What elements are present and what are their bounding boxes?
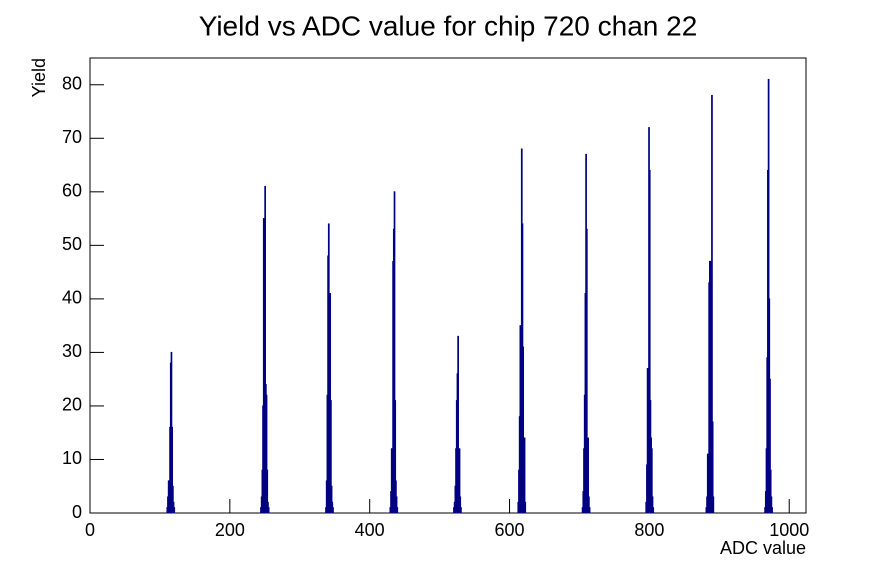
histogram-bar xyxy=(332,507,334,514)
y-tick-label: 30 xyxy=(62,341,82,361)
x-tick-label: 600 xyxy=(495,520,525,540)
y-tick-label: 80 xyxy=(62,74,82,94)
y-tick-label: 50 xyxy=(62,234,82,254)
x-tick-label: 200 xyxy=(215,520,245,540)
x-tick-label: 0 xyxy=(85,520,95,540)
histogram-bar xyxy=(524,501,527,514)
x-tick-label: 400 xyxy=(355,520,385,540)
histogram-bar xyxy=(652,507,655,514)
histogram-bar xyxy=(460,507,462,514)
y-tick-label: 20 xyxy=(62,395,82,415)
y-tick-label: 60 xyxy=(62,181,82,201)
histogram-bar xyxy=(396,507,399,514)
histogram-bar xyxy=(712,496,715,514)
histogram-bar xyxy=(267,507,270,514)
y-axis-label: Yield xyxy=(29,58,49,97)
y-tick-label: 10 xyxy=(62,448,82,468)
plot-frame xyxy=(89,57,807,514)
y-tick-label: 70 xyxy=(62,127,82,147)
histogram-bar xyxy=(588,507,591,514)
x-axis-label: ADC value xyxy=(720,538,806,558)
x-tick-label: 800 xyxy=(634,520,664,540)
histogram-bar xyxy=(523,437,526,514)
histogram-bar xyxy=(173,507,176,514)
chart-title: Yield vs ADC value for chip 720 chan 22 xyxy=(199,10,698,41)
y-tick-label: 0 xyxy=(72,502,82,522)
histogram-bar xyxy=(771,507,773,514)
x-tick-label: 1000 xyxy=(769,520,809,540)
y-tick-label: 40 xyxy=(62,288,82,308)
